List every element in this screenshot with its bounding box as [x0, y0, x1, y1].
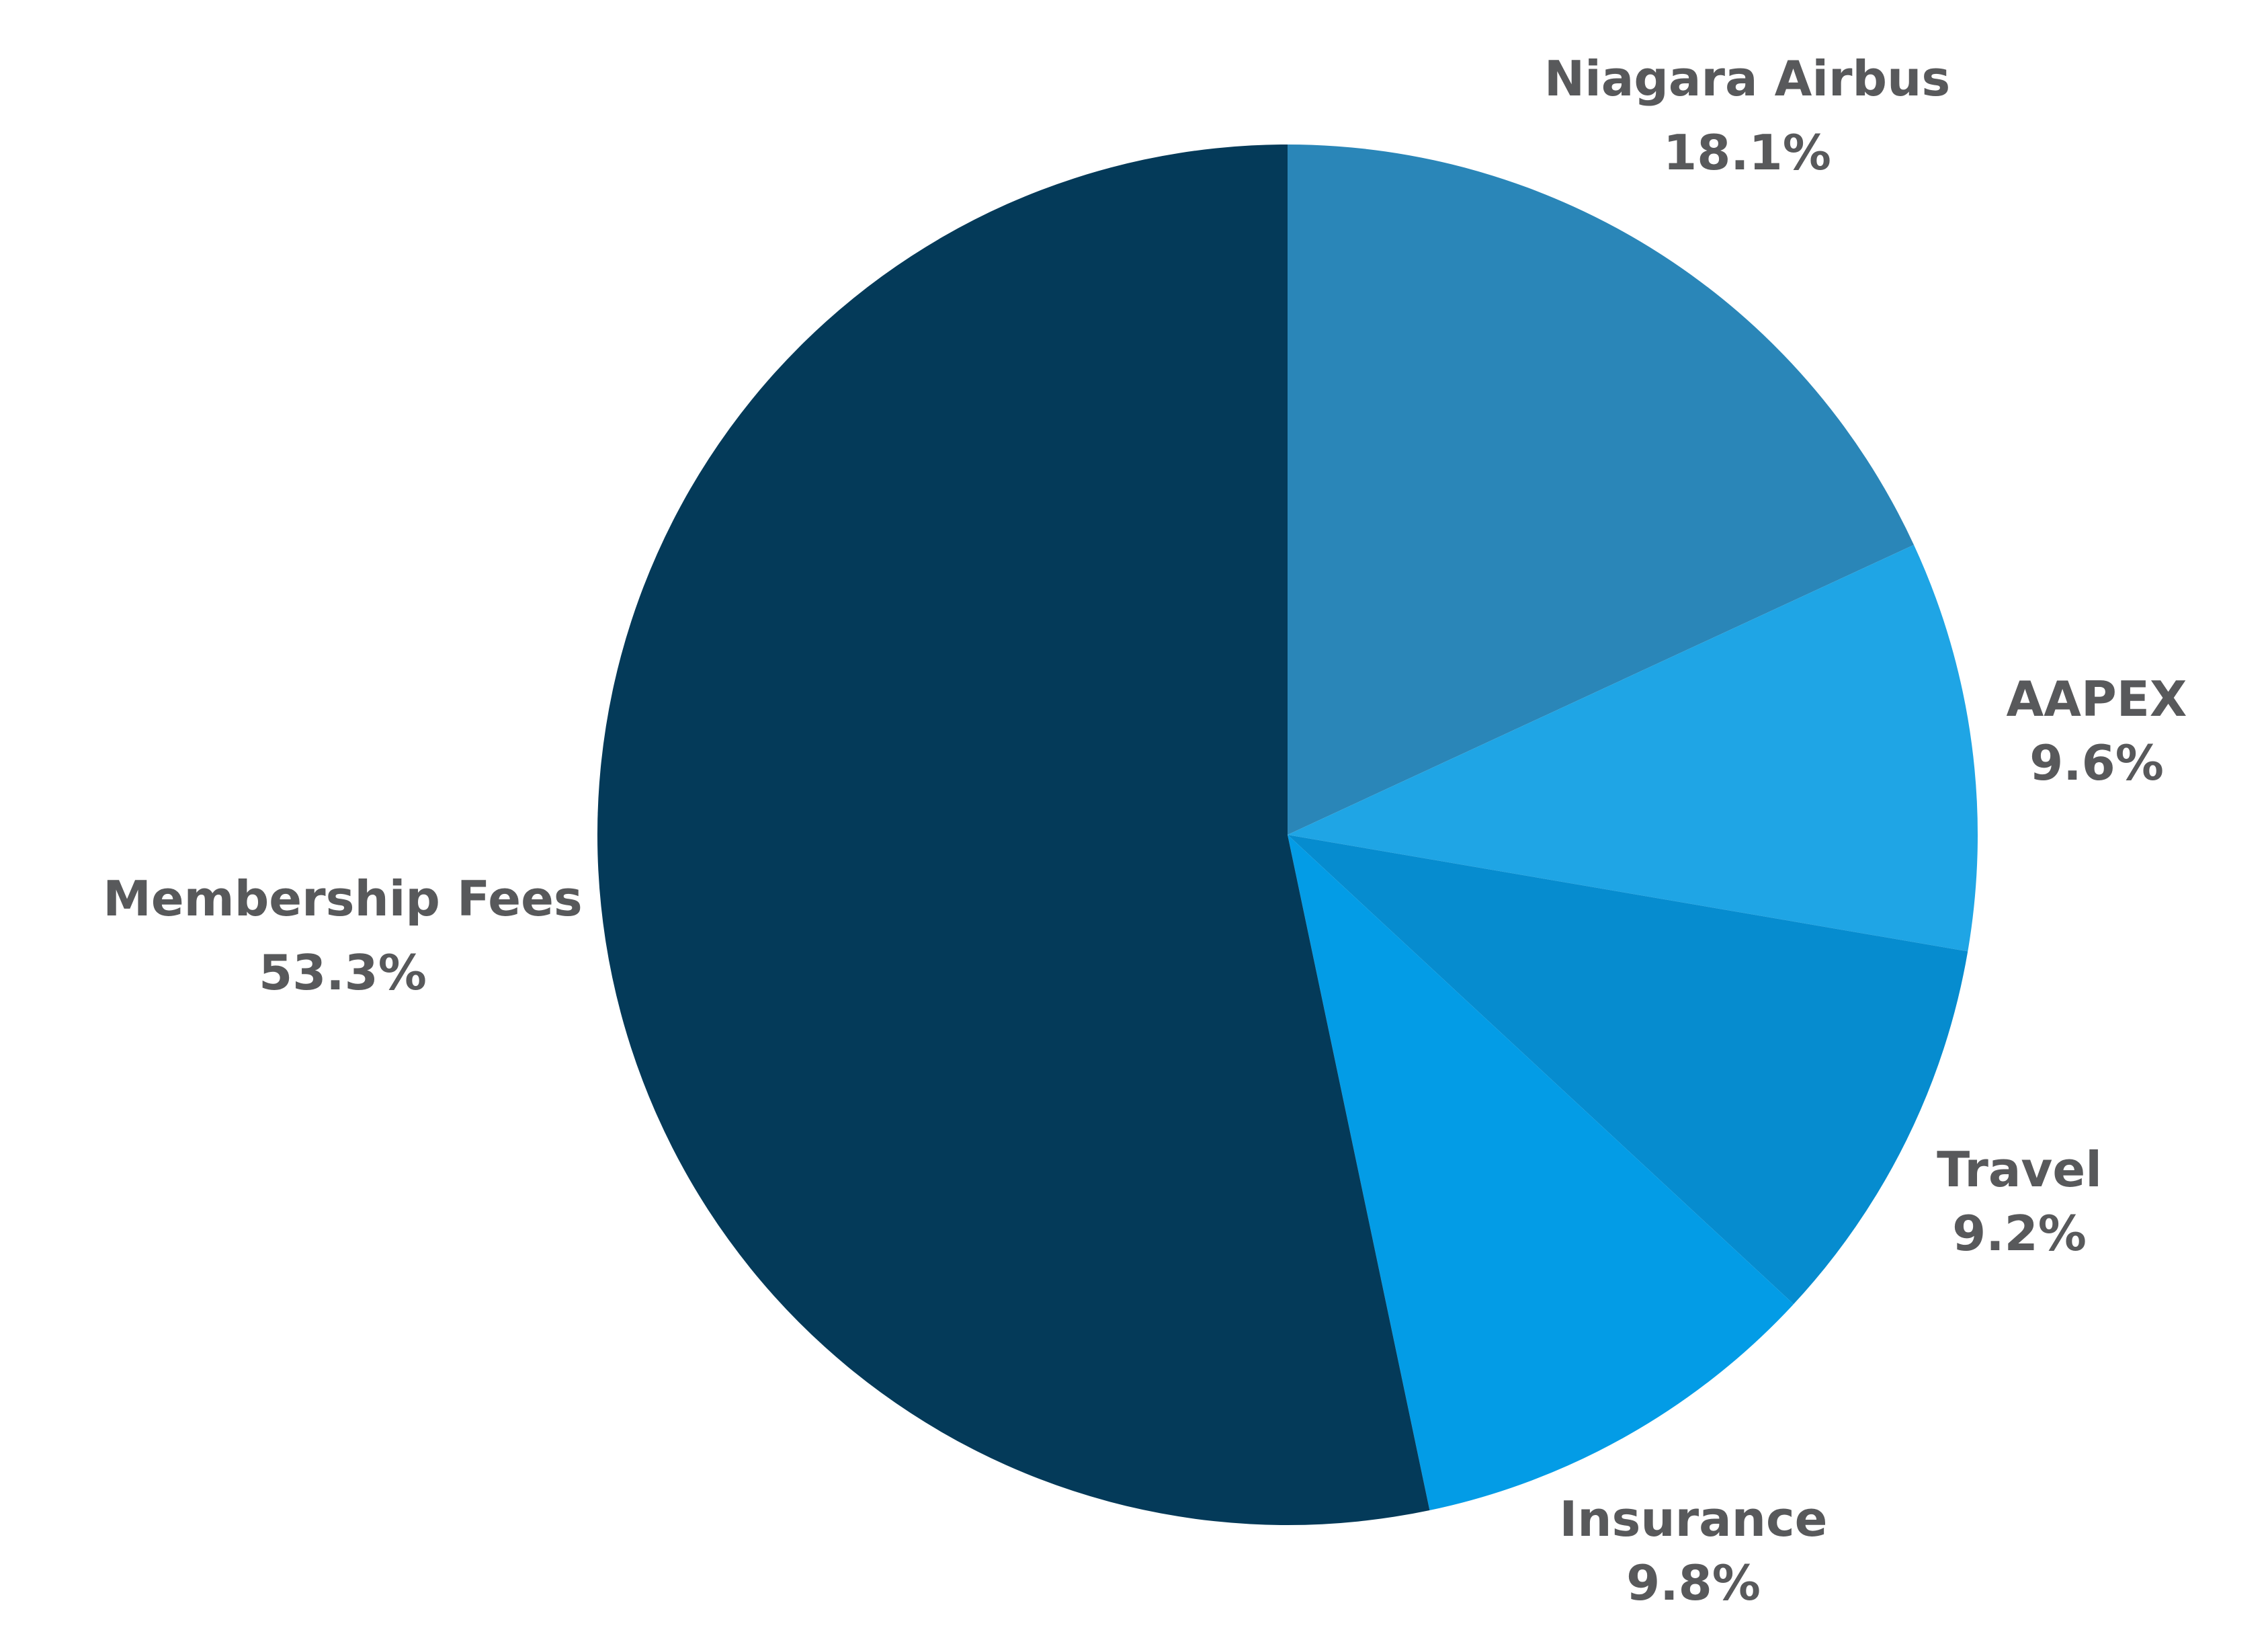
pie-slice-aapex: [1288, 544, 1978, 952]
slice-label-insurance: Insurance: [1559, 1491, 1827, 1547]
slice-label-travel: Travel: [1937, 1141, 2102, 1198]
slice-label-niagara-airbus: Niagara Airbus: [1544, 50, 1950, 107]
slice-value-insurance: 9.8%: [1626, 1555, 1761, 1611]
pie-slice-travel: [1288, 835, 1968, 1305]
slice-label-membership-fees: Membership Fees: [103, 870, 583, 927]
slice-value-aapex: 9.6%: [2029, 735, 2164, 791]
slice-label-aapex: AAPEX: [2007, 671, 2187, 727]
slice-value-niagara-airbus: 18.1%: [1663, 124, 1831, 181]
pie-labels: Niagara Airbus 18.1% AAPEX 9.6% Travel 9.2% In…: [103, 50, 2187, 1611]
pie-slice-insurance: [1288, 835, 1794, 1510]
pie-slices: [597, 145, 1978, 1525]
pie-slice-niagara-airbus: [1288, 145, 1914, 835]
slice-value-travel: 9.2%: [1952, 1205, 2087, 1262]
pie-slice-membership-fees: [597, 145, 1430, 1525]
slice-value-membership-fees: 53.3%: [259, 944, 427, 1001]
